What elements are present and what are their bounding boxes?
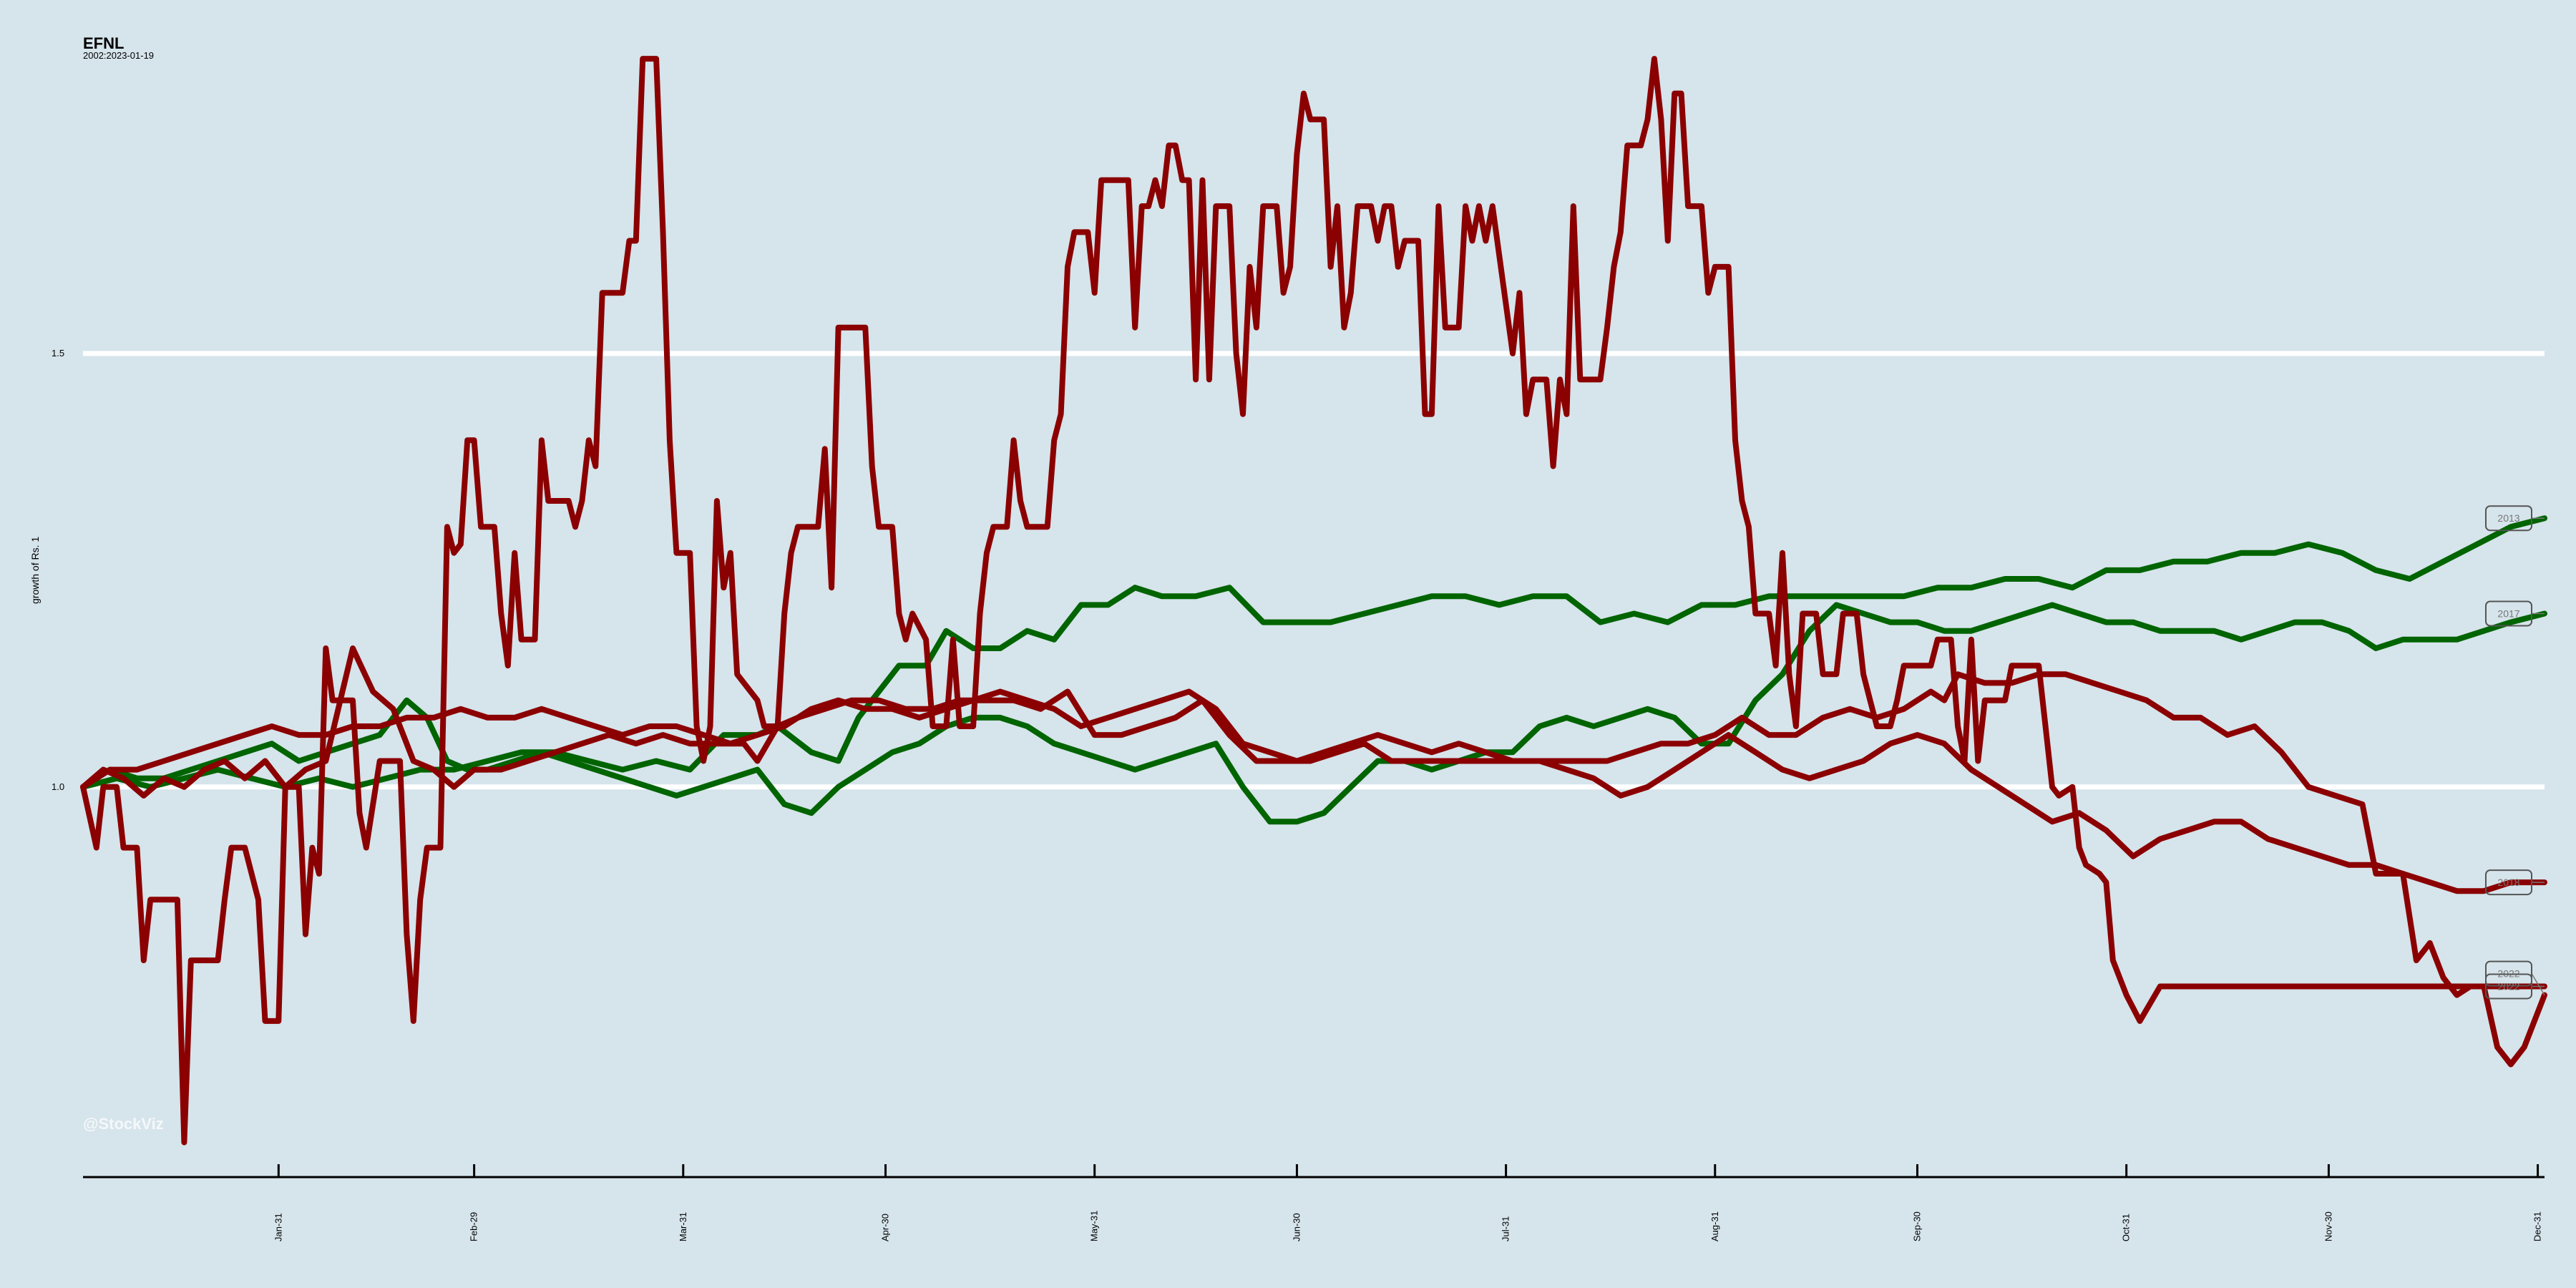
end-label: 2013 [2485, 505, 2545, 532]
x-tick-label: Oct-31 [2121, 1214, 2132, 1241]
y-axis-label: growth of Rs. 1 [29, 537, 41, 604]
label-box [2485, 869, 2532, 896]
label-box [2485, 973, 2532, 1000]
series-line [80, 688, 2547, 894]
end-label-text: 2018 [2497, 877, 2519, 888]
series-lines [80, 56, 2547, 1146]
label-leader [2531, 973, 2545, 995]
y-tick-label: 1.5 [52, 348, 64, 358]
x-tick-label: Dec-31 [2532, 1211, 2543, 1241]
x-tick-label: Feb-29 [469, 1212, 479, 1241]
x-tick-label: Sep-30 [1912, 1211, 1923, 1241]
series-line [80, 56, 2547, 1146]
x-tick-label: Jul-31 [1501, 1216, 1511, 1241]
chart-subtitle: 2002:2023-01-19 [83, 50, 155, 61]
series-line [80, 515, 2547, 790]
y-tick-label: 1.0 [52, 781, 64, 792]
end-label: 2022 [2485, 973, 2545, 1000]
watermark: @StockViz [83, 1115, 164, 1133]
label-box [2485, 505, 2532, 532]
label-box [2485, 960, 2532, 987]
end-label-text: 2017 [2497, 608, 2519, 620]
series-line [80, 645, 2547, 1068]
end-label: 2018 [2485, 869, 2545, 896]
end-label: 2017 [2485, 600, 2545, 627]
x-tick-label: Jan-31 [273, 1213, 283, 1241]
chart-title: EFNL [83, 34, 125, 52]
end-label-text: 2013 [2497, 512, 2519, 524]
x-tick-label: Nov-30 [2323, 1211, 2333, 1241]
y-axis: 1.0 1.5 [52, 348, 64, 792]
x-tick-label: Apr-30 [880, 1214, 891, 1241]
gridlines [83, 351, 2545, 790]
x-axis: Jan-31 Feb-29 Mar-31 Apr-30 May-31 Jun-30 Jul-… [83, 1164, 2545, 1241]
x-tick-label: Aug-31 [1709, 1211, 1720, 1241]
end-label-text: 2022 [2497, 980, 2519, 992]
label-box [2485, 600, 2532, 627]
x-tick-label: May-31 [1089, 1211, 1100, 1241]
x-tick-label: Mar-31 [678, 1212, 688, 1241]
x-tick-label: Jun-30 [1291, 1213, 1302, 1241]
